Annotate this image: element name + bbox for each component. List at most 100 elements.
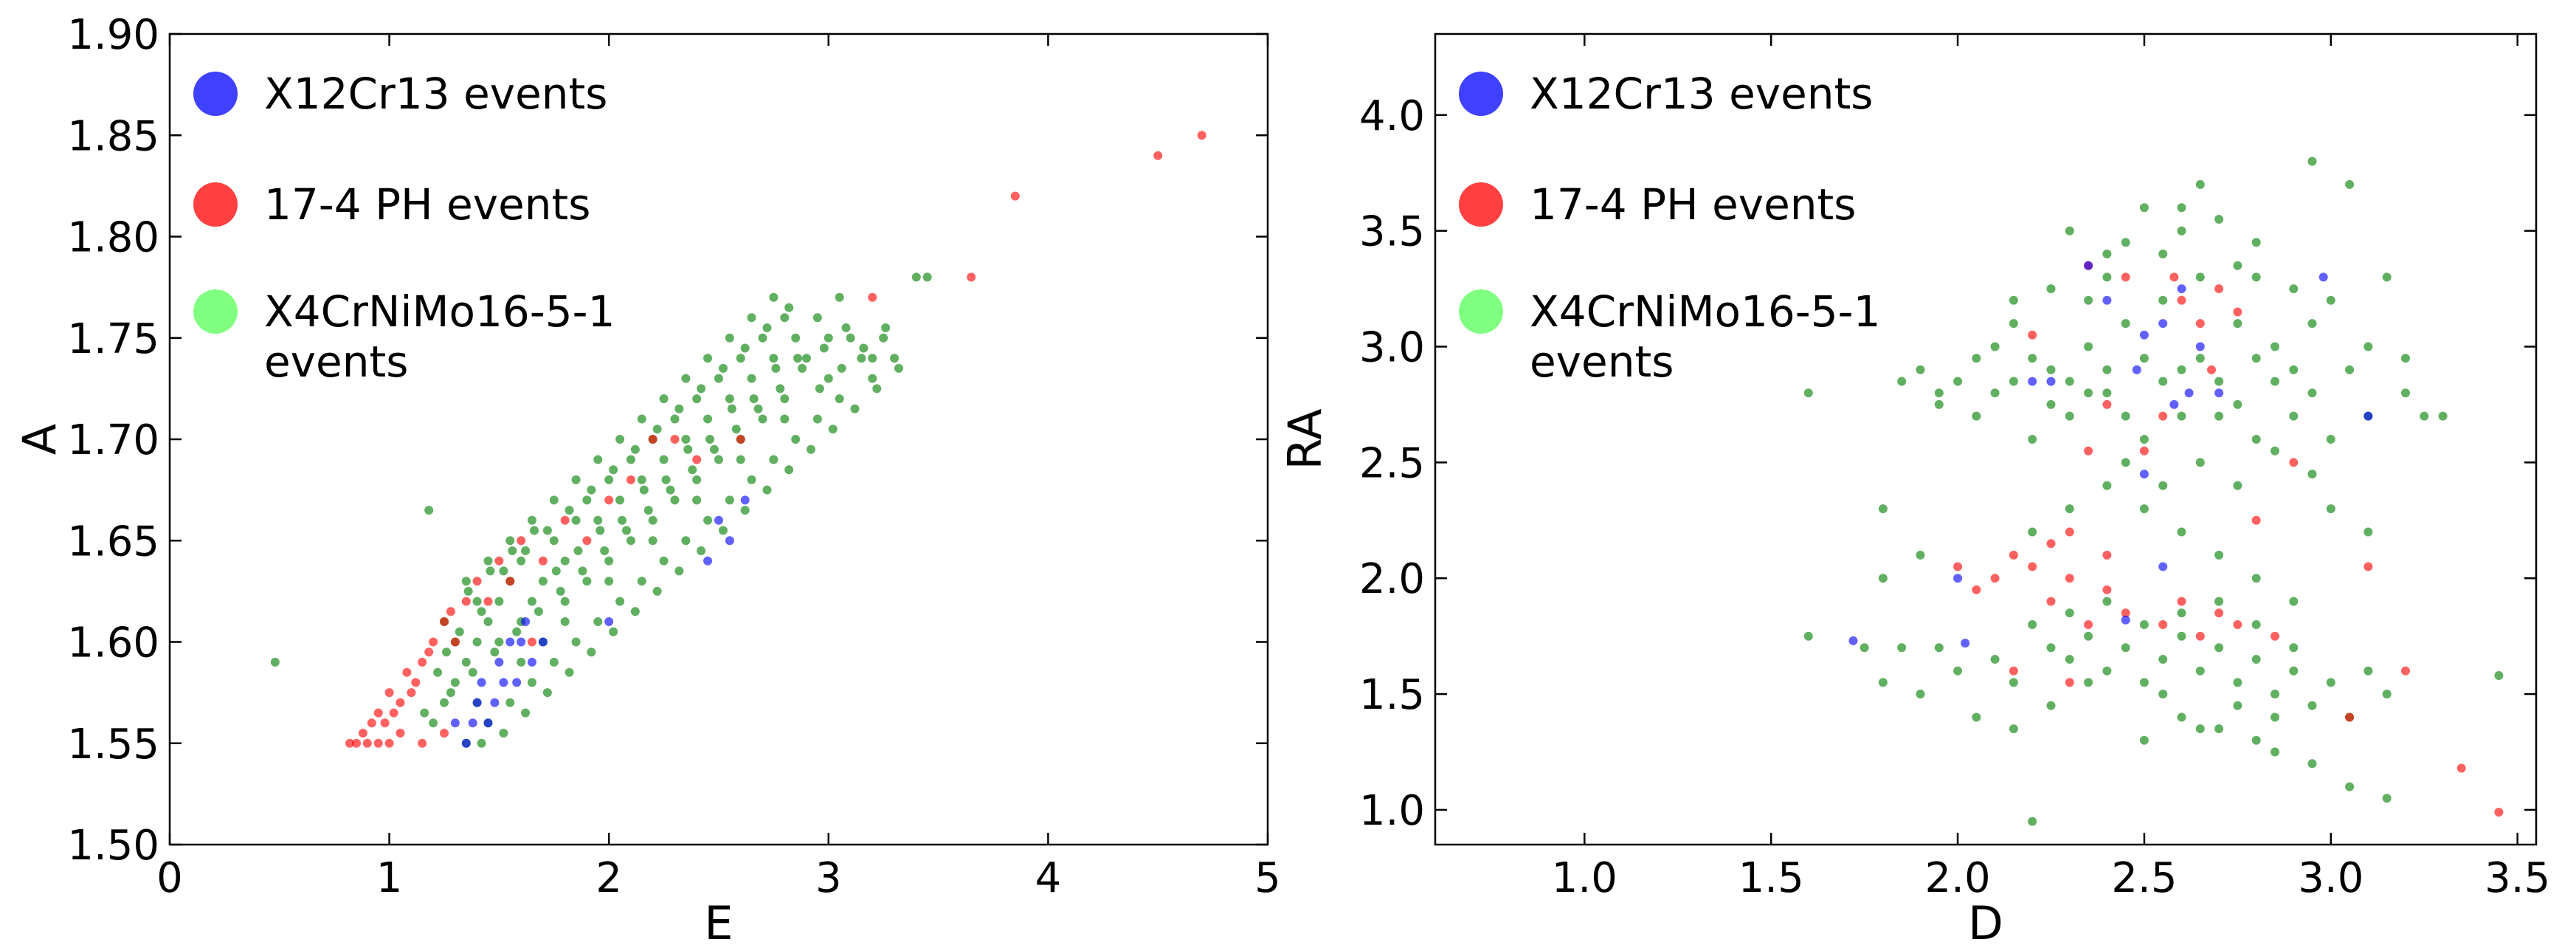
point-green-56 xyxy=(2307,701,2317,710)
point-red-30 xyxy=(670,435,680,444)
point-red-2 xyxy=(2028,562,2037,571)
point-green-69 xyxy=(2139,504,2149,514)
point-blue-13 xyxy=(740,495,750,505)
point-green-59 xyxy=(2363,666,2373,676)
point-green-129 xyxy=(2363,342,2373,351)
point-green-75 xyxy=(725,495,734,505)
point-green-95 xyxy=(2121,411,2130,421)
point-green-62 xyxy=(1916,690,1925,699)
point-green-168 xyxy=(530,526,539,535)
point-blue-8 xyxy=(461,738,471,748)
point-green-24 xyxy=(670,414,680,424)
point-green-37 xyxy=(812,313,822,323)
point-green-18 xyxy=(604,475,614,484)
point-green-113 xyxy=(578,566,587,576)
point-green-8 xyxy=(1990,388,2000,398)
point-red-8 xyxy=(2102,585,2112,594)
point-green-103 xyxy=(2271,377,2279,386)
point-green-95 xyxy=(747,313,756,323)
point-green-78 xyxy=(2214,724,2224,734)
point-green-11 xyxy=(528,597,536,606)
point-green-13 xyxy=(549,536,559,546)
point-green-96 xyxy=(2139,354,2149,363)
point-green-90 xyxy=(2028,354,2037,363)
point-blue-7 xyxy=(468,718,477,728)
point-green-169 xyxy=(551,566,561,576)
point-green-123 xyxy=(2271,712,2279,722)
point-green-135 xyxy=(2158,250,2168,258)
point-green-106 xyxy=(2121,458,2130,467)
point-green-73 xyxy=(681,536,691,546)
point-red-3 xyxy=(384,738,394,748)
point-green-61 xyxy=(1953,666,1963,676)
point-red-0 xyxy=(1990,574,2000,583)
left-scatter-panel: 0 1 2 3 4 5 1.50 1.55 1.60 1.65 1.70 1.75 1.80 1.85 1.… xyxy=(13,11,1281,945)
point-green-65 xyxy=(2009,678,2018,687)
point-green-41 xyxy=(2028,620,2037,629)
point-green-82 xyxy=(2345,782,2355,791)
point-green-37 xyxy=(2214,215,2224,224)
point-green-27 xyxy=(2345,365,2355,374)
point-green-125 xyxy=(841,323,851,332)
point-green-184 xyxy=(881,323,891,332)
point-green-44 xyxy=(890,354,899,363)
x-tick-label: 2.5 xyxy=(2111,854,2177,902)
point-blue-6 xyxy=(521,617,531,626)
point-red-17 xyxy=(450,637,460,647)
point-green-178 xyxy=(749,394,759,404)
point-green-143 xyxy=(477,738,486,748)
point-green-181 xyxy=(815,384,824,394)
x-tick-label: 2.0 xyxy=(1925,854,1991,902)
point-green-120 xyxy=(2158,690,2168,699)
point-green-85 xyxy=(2028,817,2037,826)
point-green-32 xyxy=(758,333,767,343)
y-tick-label: 2.5 xyxy=(1359,439,1425,487)
point-green-91 xyxy=(2046,399,2056,409)
legend-label-green: X4CrNiMo16-5-1 xyxy=(264,286,615,337)
point-green-25 xyxy=(2307,319,2317,329)
x-tick-label: 1 xyxy=(376,854,403,902)
point-green-99 xyxy=(2195,354,2205,363)
point-green-106 xyxy=(868,354,877,363)
point-green-134 xyxy=(609,465,618,475)
point-green-121 xyxy=(2233,701,2242,710)
point-red-6 xyxy=(380,718,390,728)
point-green-35 xyxy=(791,333,801,343)
point-green-139 xyxy=(2084,295,2093,305)
point-red-24 xyxy=(538,556,548,566)
point-green-119 xyxy=(710,444,719,454)
point-green-54 xyxy=(2271,690,2279,699)
point-green-55 xyxy=(2289,666,2299,676)
point-green-76 xyxy=(2139,735,2149,745)
point-red-3 xyxy=(2046,597,2056,606)
point-green-124 xyxy=(2046,701,2056,710)
point-green-172 xyxy=(618,515,627,525)
point-green-23 xyxy=(659,455,669,464)
point-green-84 xyxy=(2494,671,2504,680)
point-green-31 xyxy=(2420,411,2429,421)
point-blue-15 xyxy=(2318,272,2328,282)
point-green-29 xyxy=(725,394,734,404)
point-green-166 xyxy=(486,566,495,576)
point-blue-10 xyxy=(528,657,536,667)
point-green-2 xyxy=(1860,643,1869,653)
point-green-65 xyxy=(505,698,515,707)
y-tick-label: 1.0 xyxy=(1359,787,1425,835)
point-green-167 xyxy=(508,546,517,555)
point-blue-11 xyxy=(472,698,482,707)
point-red-22 xyxy=(2028,330,2037,340)
point-blue-3 xyxy=(505,637,515,647)
point-green-15 xyxy=(571,515,581,525)
point-green-120 xyxy=(731,425,741,434)
point-red-20 xyxy=(2121,272,2130,282)
point-green-47 xyxy=(2139,678,2149,687)
y-axis-label: A xyxy=(13,424,66,455)
point-red-36 xyxy=(1153,151,1163,160)
point-green-1 xyxy=(424,506,434,515)
point-green-82 xyxy=(461,577,471,586)
point-green-136 xyxy=(2233,261,2242,270)
point-green-130 xyxy=(521,546,531,555)
point-green-173 xyxy=(639,485,649,495)
point-blue-1 xyxy=(1953,574,1963,583)
point-green-66 xyxy=(2028,527,2037,537)
